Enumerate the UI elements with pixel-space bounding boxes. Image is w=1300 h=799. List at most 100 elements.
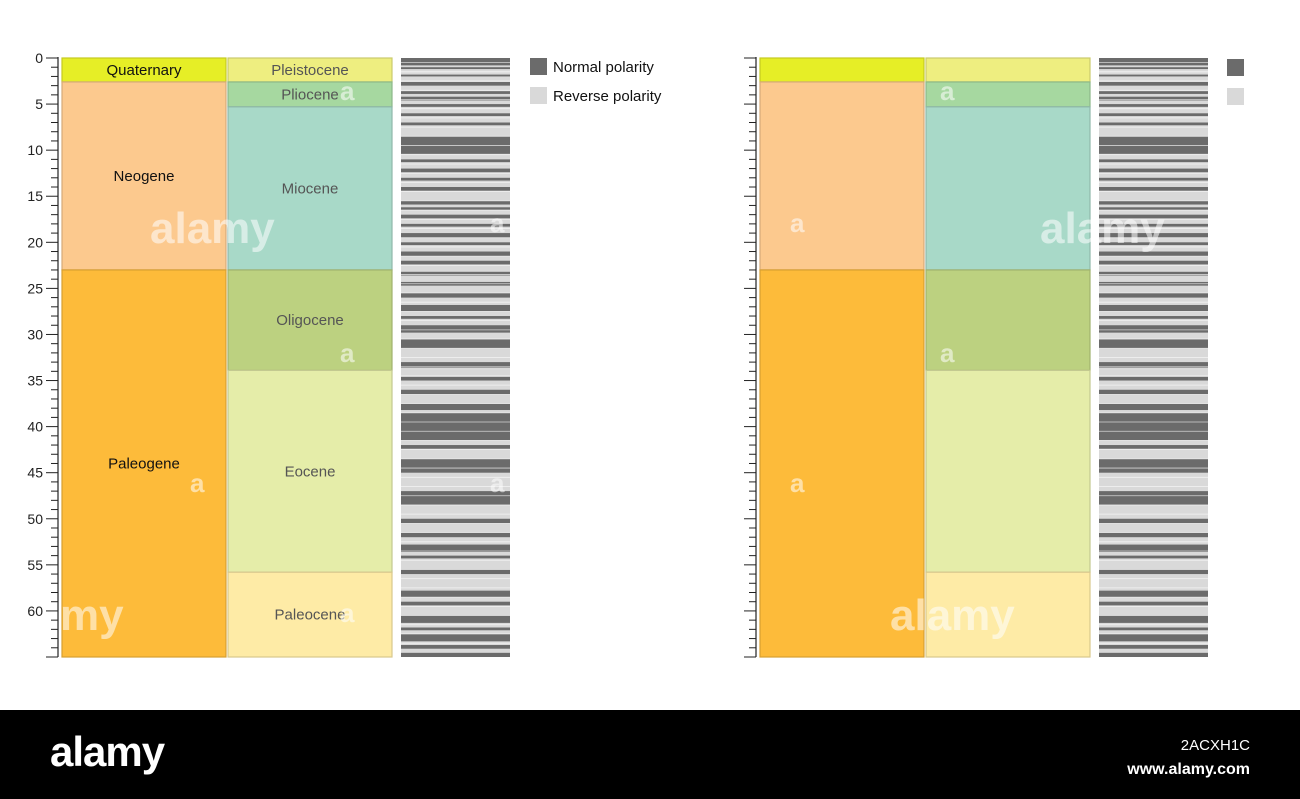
normal-polarity-band <box>401 362 510 368</box>
normal-polarity-band <box>1099 532 1208 538</box>
epoch-label: Pliocene <box>281 86 339 103</box>
normal-polarity-band <box>401 376 510 381</box>
normal-polarity-band <box>1099 304 1208 312</box>
normal-polarity-band <box>1099 339 1208 349</box>
epoch-label: Paleocene <box>275 607 346 624</box>
normal-polarity-band <box>401 187 510 191</box>
epoch-miocene-box <box>925 106 1091 271</box>
epoch-label: Eocene <box>285 463 336 480</box>
normal-polarity-band <box>1099 615 1208 623</box>
normal-polarity-band <box>1099 58 1208 66</box>
normal-polarity-band <box>1099 207 1208 211</box>
normal-polarity-band <box>1099 214 1208 219</box>
normal-polarity-band <box>401 81 510 86</box>
normal-polarity-band <box>401 122 510 126</box>
period-label: Neogene <box>114 168 175 185</box>
axis-tick-label: 40 <box>27 419 43 435</box>
period-label: Quaternary <box>106 62 182 79</box>
normal-polarity-band <box>401 96 510 101</box>
normal-polarity-label: Normal polarity <box>553 59 654 76</box>
normal-polarity-band <box>1099 91 1208 94</box>
normal-polarity-band <box>401 177 510 181</box>
normal-polarity-swatch <box>530 58 547 75</box>
period-neogene-box <box>61 81 227 271</box>
normal-polarity-band <box>1099 292 1208 298</box>
epoch-paleocene-box <box>227 571 393 658</box>
normal-polarity-swatch-unlabeled <box>1227 59 1244 76</box>
axis-tick-label: 55 <box>27 557 43 573</box>
watermark-mark: a <box>190 468 205 498</box>
normal-polarity-band <box>1099 251 1208 257</box>
normal-polarity-band <box>401 601 510 606</box>
axis-tick-label: 5 <box>35 96 43 112</box>
footer-image-id: 2ACXH1C <box>1180 737 1250 754</box>
normal-polarity-band <box>401 200 510 205</box>
normal-polarity-band <box>401 74 510 77</box>
normal-polarity-band <box>401 251 510 257</box>
normal-polarity-band <box>1099 113 1208 117</box>
watermark-mark: a <box>340 598 355 628</box>
normal-polarity-band <box>401 458 510 473</box>
period-label: Paleogene <box>108 455 180 472</box>
normal-polarity-band <box>1099 601 1208 606</box>
watermark-mark: a <box>340 338 355 368</box>
normal-polarity-band <box>1099 633 1208 642</box>
normal-polarity-band <box>401 260 510 265</box>
normal-polarity-band <box>1099 260 1208 265</box>
watermark-layer: alamy alamy alamy my a a a a a a a a a a <box>60 76 1165 640</box>
normal-polarity-band <box>1099 491 1208 505</box>
normal-polarity-band <box>401 242 510 246</box>
epoch-label: Miocene <box>282 180 339 197</box>
normal-polarity-band <box>1099 389 1208 395</box>
normal-polarity-band <box>1099 518 1208 524</box>
reverse-polarity-label: Reverse polarity <box>553 88 662 105</box>
epoch-eocene-box <box>925 369 1091 573</box>
axis-tick-label: 45 <box>27 465 43 481</box>
normal-polarity-band <box>1099 96 1208 101</box>
geologic-time-diagram: 0 5 10 15 20 25 30 35 40 45 50 55 60 Quaternary Neogen… <box>27 50 1244 658</box>
footer-image-info: 2ACXH1C www.alamy.com <box>1127 734 1250 782</box>
normal-polarity-band <box>401 159 510 163</box>
normal-polarity-band <box>1099 403 1208 411</box>
normal-polarity-band <box>401 412 510 441</box>
normal-polarity-band <box>401 316 510 319</box>
epoch-oligocene-box <box>227 269 393 372</box>
normal-polarity-band <box>1099 325 1208 333</box>
normal-polarity-band <box>401 168 510 173</box>
normal-polarity-band <box>401 325 510 333</box>
normal-polarity-band <box>401 633 510 642</box>
normal-polarity-band <box>401 645 510 649</box>
axis-tick-label: 35 <box>27 373 43 389</box>
normal-polarity-band <box>1099 159 1208 163</box>
period-quaternary-box <box>759 57 925 83</box>
polarity-legend: Normal polarity Reverse polarity <box>530 58 1244 105</box>
normal-polarity-band <box>401 555 510 559</box>
normal-polarity-band <box>401 544 510 552</box>
normal-polarity-band <box>401 104 510 107</box>
normal-polarity-band <box>401 136 510 154</box>
normal-polarity-band <box>401 445 510 449</box>
epoch-pliocene-box <box>227 81 393 108</box>
reverse-polarity-swatch <box>530 87 547 104</box>
normal-polarity-band <box>1099 223 1208 227</box>
epoch-label: Oligocene <box>276 312 344 329</box>
watermark-mark: a <box>490 208 505 238</box>
epoch-paleocene-box <box>925 571 1091 658</box>
normal-polarity-band <box>1099 376 1208 381</box>
axis-tick-label: 20 <box>27 234 43 250</box>
watermark-mark: a <box>940 76 955 106</box>
normal-polarity-band <box>401 627 510 631</box>
watermark-mark: a <box>490 468 505 498</box>
unlabeled-panel <box>744 57 1208 658</box>
period-paleogene-box <box>759 269 925 658</box>
normal-polarity-band <box>1099 544 1208 552</box>
period-neogene-box <box>759 81 925 271</box>
normal-polarity-band <box>401 233 510 238</box>
normal-polarity-band <box>401 403 510 411</box>
normal-polarity-band <box>1099 233 1208 238</box>
normal-polarity-band <box>1099 168 1208 173</box>
axis-tick-label: 60 <box>27 603 43 619</box>
normal-polarity-band <box>1099 242 1208 246</box>
watermark-logo: alamy <box>890 591 1015 640</box>
normal-polarity-band <box>1099 458 1208 473</box>
